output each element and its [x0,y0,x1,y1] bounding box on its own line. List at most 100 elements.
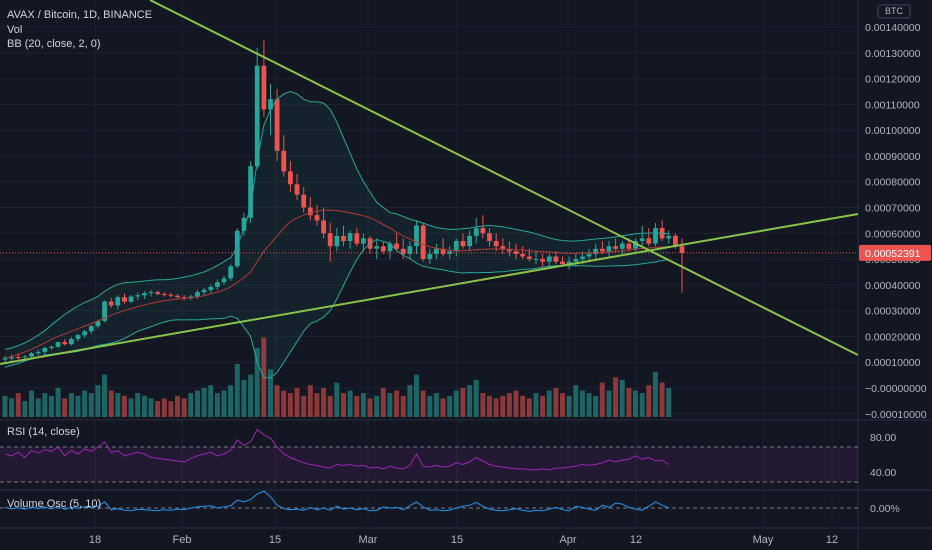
candle-body [168,294,174,296]
candle-body [533,259,539,261]
candle-body [679,246,685,253]
volume-bar [433,393,439,417]
symbol-title[interactable]: AVAX / Bitcoin, 1D, BINANCE [7,9,153,21]
currency-label: BTC [885,6,904,16]
volume-bar [168,401,174,417]
ascending-trendline[interactable] [0,213,859,365]
candle-body [573,259,579,262]
candle-body [460,241,466,247]
rsi-label[interactable]: RSI (14, close) [7,426,80,438]
volume-indicator-label[interactable]: Vol [7,24,23,36]
volume-bar [334,382,340,417]
volume-bar [354,395,360,417]
candle-body [88,326,94,332]
volume-bar [195,390,200,417]
rsi-level-label: 80.00 [870,432,896,444]
volume-bar [666,387,672,417]
candle-body [175,295,180,298]
volume-bar [407,385,413,417]
last-price-tag [859,244,931,261]
price-tick-label: 0.00090000 [865,151,921,163]
volume-bar [546,390,552,417]
volume-bar [467,385,473,417]
volume-bar [221,390,227,417]
volume-bar [387,393,393,417]
candle-body [467,235,472,247]
bollinger-indicator-label[interactable]: BB (20, close, 2, 0) [7,38,101,50]
volume-bar [566,395,572,417]
candle-body [49,346,54,348]
candle-body [374,246,380,249]
volume-osc-label[interactable]: Volume Osc (5, 10) [7,498,102,510]
candle-body [593,248,599,254]
volume-bar [599,382,605,417]
volume-bar [228,385,234,417]
time-axis[interactable]: 18 Feb 15 Mar 15 Apr 12 May 12 [89,534,838,546]
candle-body [42,348,48,352]
candle-body [195,292,200,297]
price-tick-label: 0.00040000 [865,280,921,292]
volume-bar [327,395,333,417]
volume-bar [307,385,313,417]
volume-bar [659,382,665,417]
bollinger-lines [0,90,858,379]
time-tick-label: Mar [359,534,378,546]
candle-body [566,261,572,265]
candle-body [380,246,386,252]
volume-bar [394,390,400,417]
candle-body [500,246,506,249]
price-candles [2,39,685,363]
time-tick-label: 12 [630,534,642,546]
volume-bar [55,387,61,417]
candle-body [9,357,14,359]
descending-trendline[interactable] [149,0,859,356]
rsi-level-label: 40.00 [870,467,896,479]
candle-body [274,99,280,151]
volume-bar [586,393,592,417]
volume-bar [400,395,406,417]
candle-body [201,290,207,293]
osc-level-label: 0.00% [870,503,900,515]
time-tick-label: 15 [451,534,463,546]
volume-bar [414,374,419,417]
volume-bar [141,395,147,417]
volume-bar [460,387,466,417]
candle-body [354,233,360,244]
volume-bar [121,395,127,417]
volume-bar [35,398,41,417]
candle-body [75,335,81,339]
price-tick-label: −0.00000000 [865,383,927,395]
volume-bar [500,395,506,417]
volume-bar [420,390,426,417]
candle-body [254,65,260,167]
volume-bar [102,374,107,417]
volume-bar [480,393,486,417]
volume-bar [181,398,187,417]
candle-body [288,171,293,185]
volume-bar [573,385,579,417]
volume-bar [560,393,565,417]
candle-body [600,248,605,252]
volume-bar [29,390,34,417]
candle-body [520,253,526,257]
volume-bar [248,374,254,417]
candle-body [135,295,141,297]
price-axis[interactable]: BTC 0.00140000 0.00130000 0.00120000 0.00110… [859,4,931,515]
candle-body [327,233,333,247]
volume-bar [241,379,247,417]
last-price-label: 0.00052391 [865,248,921,260]
candle-body [546,256,552,262]
volume-bar [553,387,559,417]
volume-bar [22,401,28,417]
candle-body [527,256,532,260]
volume-bar [440,398,446,417]
volume-bar [82,390,88,417]
time-tick-label: Feb [173,534,192,546]
price-tick-label: 0.00080000 [865,177,921,189]
candle-body [102,301,107,321]
candle-body [580,256,585,260]
candle-body [334,235,340,247]
trendlines[interactable] [0,0,859,365]
candle-body [586,253,592,257]
